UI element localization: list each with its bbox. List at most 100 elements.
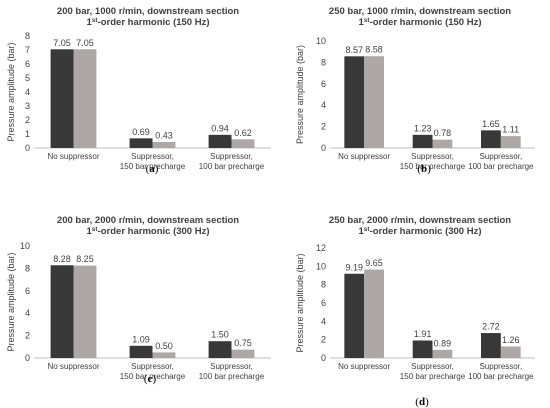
- panel-label: (b): [417, 163, 431, 175]
- category-label: 100 bar precharge: [199, 372, 265, 381]
- category-label: Suppressor,: [210, 152, 253, 161]
- bar-series2-cat3: [231, 349, 255, 358]
- category-label: Suppressor,: [131, 152, 174, 161]
- chart-title-line: 1st-order harmonic (150 Hz): [87, 17, 210, 28]
- category-label: 150 bar precharge: [400, 372, 466, 381]
- y-tick-label: 4: [321, 316, 326, 326]
- data-label: 0.78: [434, 128, 452, 138]
- category-label: No suppressor: [338, 152, 390, 161]
- bar-series1-cat2: [129, 138, 153, 148]
- chart-panel-d: 250 bar, 2000 r/min, downstream section1…: [295, 215, 535, 408]
- y-tick-label: 4: [25, 87, 30, 97]
- panel-label: (c): [144, 373, 157, 385]
- data-label: 1.09: [132, 334, 150, 344]
- y-axis-label: Pressure amplitude (bar): [295, 45, 305, 144]
- y-tick-label: 0: [25, 143, 30, 153]
- category-label: 100 bar precharge: [468, 162, 534, 171]
- y-axis-label: Pressure amplitude (bar): [295, 253, 305, 352]
- category-label: Suppressor,: [131, 362, 174, 371]
- data-label: 0.50: [155, 341, 173, 351]
- bar-series2-cat1: [364, 56, 384, 148]
- bar-series1-cat3: [208, 341, 232, 358]
- chart-title-line: 200 bar, 2000 r/min, downstream section: [57, 215, 239, 226]
- category-label: No suppressor: [47, 152, 99, 161]
- y-tick-label: 10: [316, 261, 326, 271]
- y-tick-label: 6: [25, 59, 30, 69]
- bar-series1-cat1: [344, 273, 365, 358]
- data-label: 0.62: [234, 128, 252, 138]
- y-tick-label: 2: [321, 122, 326, 132]
- data-label: 8.28: [53, 254, 71, 264]
- y-tick-label: 8: [321, 280, 326, 290]
- data-label: 0.75: [234, 338, 252, 348]
- y-tick-label: 0: [321, 143, 326, 153]
- bar-series1-cat1: [50, 265, 74, 358]
- y-tick-label: 4: [321, 100, 326, 110]
- data-label: 1.50: [211, 330, 229, 340]
- category-label: Suppressor,: [411, 152, 454, 161]
- bar-series2-cat3: [231, 139, 255, 148]
- y-tick-label: 2: [321, 335, 326, 345]
- category-label: 150 bar precharge: [120, 162, 186, 171]
- category-label: No suppressor: [338, 362, 390, 371]
- chart-panel-c: 200 bar, 2000 r/min, downstream section1…: [6, 215, 271, 385]
- panel-label: (d): [415, 396, 429, 408]
- data-label: 0.94: [211, 123, 229, 133]
- chart-title-line: 250 bar, 1000 r/min, downstream section: [329, 6, 511, 17]
- y-tick-label: 10: [316, 36, 326, 46]
- bar-series2-cat3: [500, 346, 521, 358]
- data-label: 9.19: [345, 262, 363, 272]
- bar-series1-cat2: [129, 345, 153, 358]
- category-label: 100 bar precharge: [468, 372, 534, 381]
- y-axis-label: Pressure amplitude (bar): [6, 42, 16, 141]
- data-label: 0.89: [434, 338, 452, 348]
- bar-series1-cat2: [412, 340, 433, 358]
- bar-series1-cat1: [50, 49, 74, 148]
- chart-title-line: 250 bar, 2000 r/min, downstream section: [329, 215, 511, 226]
- bar-series1-cat3: [481, 130, 501, 148]
- y-tick-label: 5: [25, 73, 30, 83]
- chart-title-line: 1st-order harmonic (150 Hz): [359, 17, 482, 28]
- bar-series1-cat1: [344, 56, 365, 149]
- category-label: No suppressor: [47, 362, 99, 371]
- chart-title-line: 1st-order harmonic (300 Hz): [87, 226, 210, 237]
- y-tick-label: 0: [25, 353, 30, 363]
- category-label: Suppressor,: [479, 152, 522, 161]
- chart-title-line: 1st-order harmonic (300 Hz): [359, 226, 482, 237]
- bar-series1-cat2: [412, 134, 433, 148]
- y-tick-label: 8: [321, 57, 326, 67]
- data-label: 1.26: [502, 335, 520, 345]
- y-tick-label: 6: [321, 298, 326, 308]
- panel-label: (a): [146, 163, 159, 175]
- bar-series1-cat3: [208, 134, 232, 148]
- category-label: 100 bar precharge: [199, 162, 265, 171]
- data-label: 8.25: [76, 254, 94, 264]
- y-tick-label: 10: [20, 241, 30, 251]
- y-tick-label: 4: [25, 308, 30, 318]
- chart-title-line: 200 bar, 1000 r/min, downstream section: [57, 6, 239, 17]
- y-tick-label: 2: [25, 331, 30, 341]
- category-label: Suppressor,: [411, 362, 454, 371]
- y-tick-label: 12: [316, 243, 326, 253]
- y-tick-label: 8: [25, 263, 30, 273]
- chart-panel-b: 250 bar, 1000 r/min, downstream section1…: [295, 6, 535, 175]
- bar-series1-cat3: [481, 333, 501, 358]
- category-label: Suppressor,: [210, 362, 253, 371]
- data-label: 1.23: [414, 123, 432, 133]
- y-tick-label: 0: [321, 353, 326, 363]
- bar-series2-cat2: [152, 141, 176, 148]
- bar-series2-cat1: [73, 49, 97, 148]
- bar-series2-cat3: [500, 136, 521, 148]
- y-tick-label: 2: [25, 115, 30, 125]
- y-tick-label: 3: [25, 101, 30, 111]
- category-label: 150 bar precharge: [400, 162, 466, 171]
- data-label: 7.05: [53, 38, 71, 48]
- y-tick-label: 7: [25, 45, 30, 55]
- bar-series2-cat1: [364, 269, 384, 358]
- y-tick-label: 1: [25, 129, 30, 139]
- data-label: 0.69: [132, 127, 150, 137]
- chart-panel-a: 200 bar, 1000 r/min, downstream section1…: [6, 6, 271, 175]
- y-tick-label: 6: [25, 286, 30, 296]
- data-label: 9.65: [365, 258, 383, 268]
